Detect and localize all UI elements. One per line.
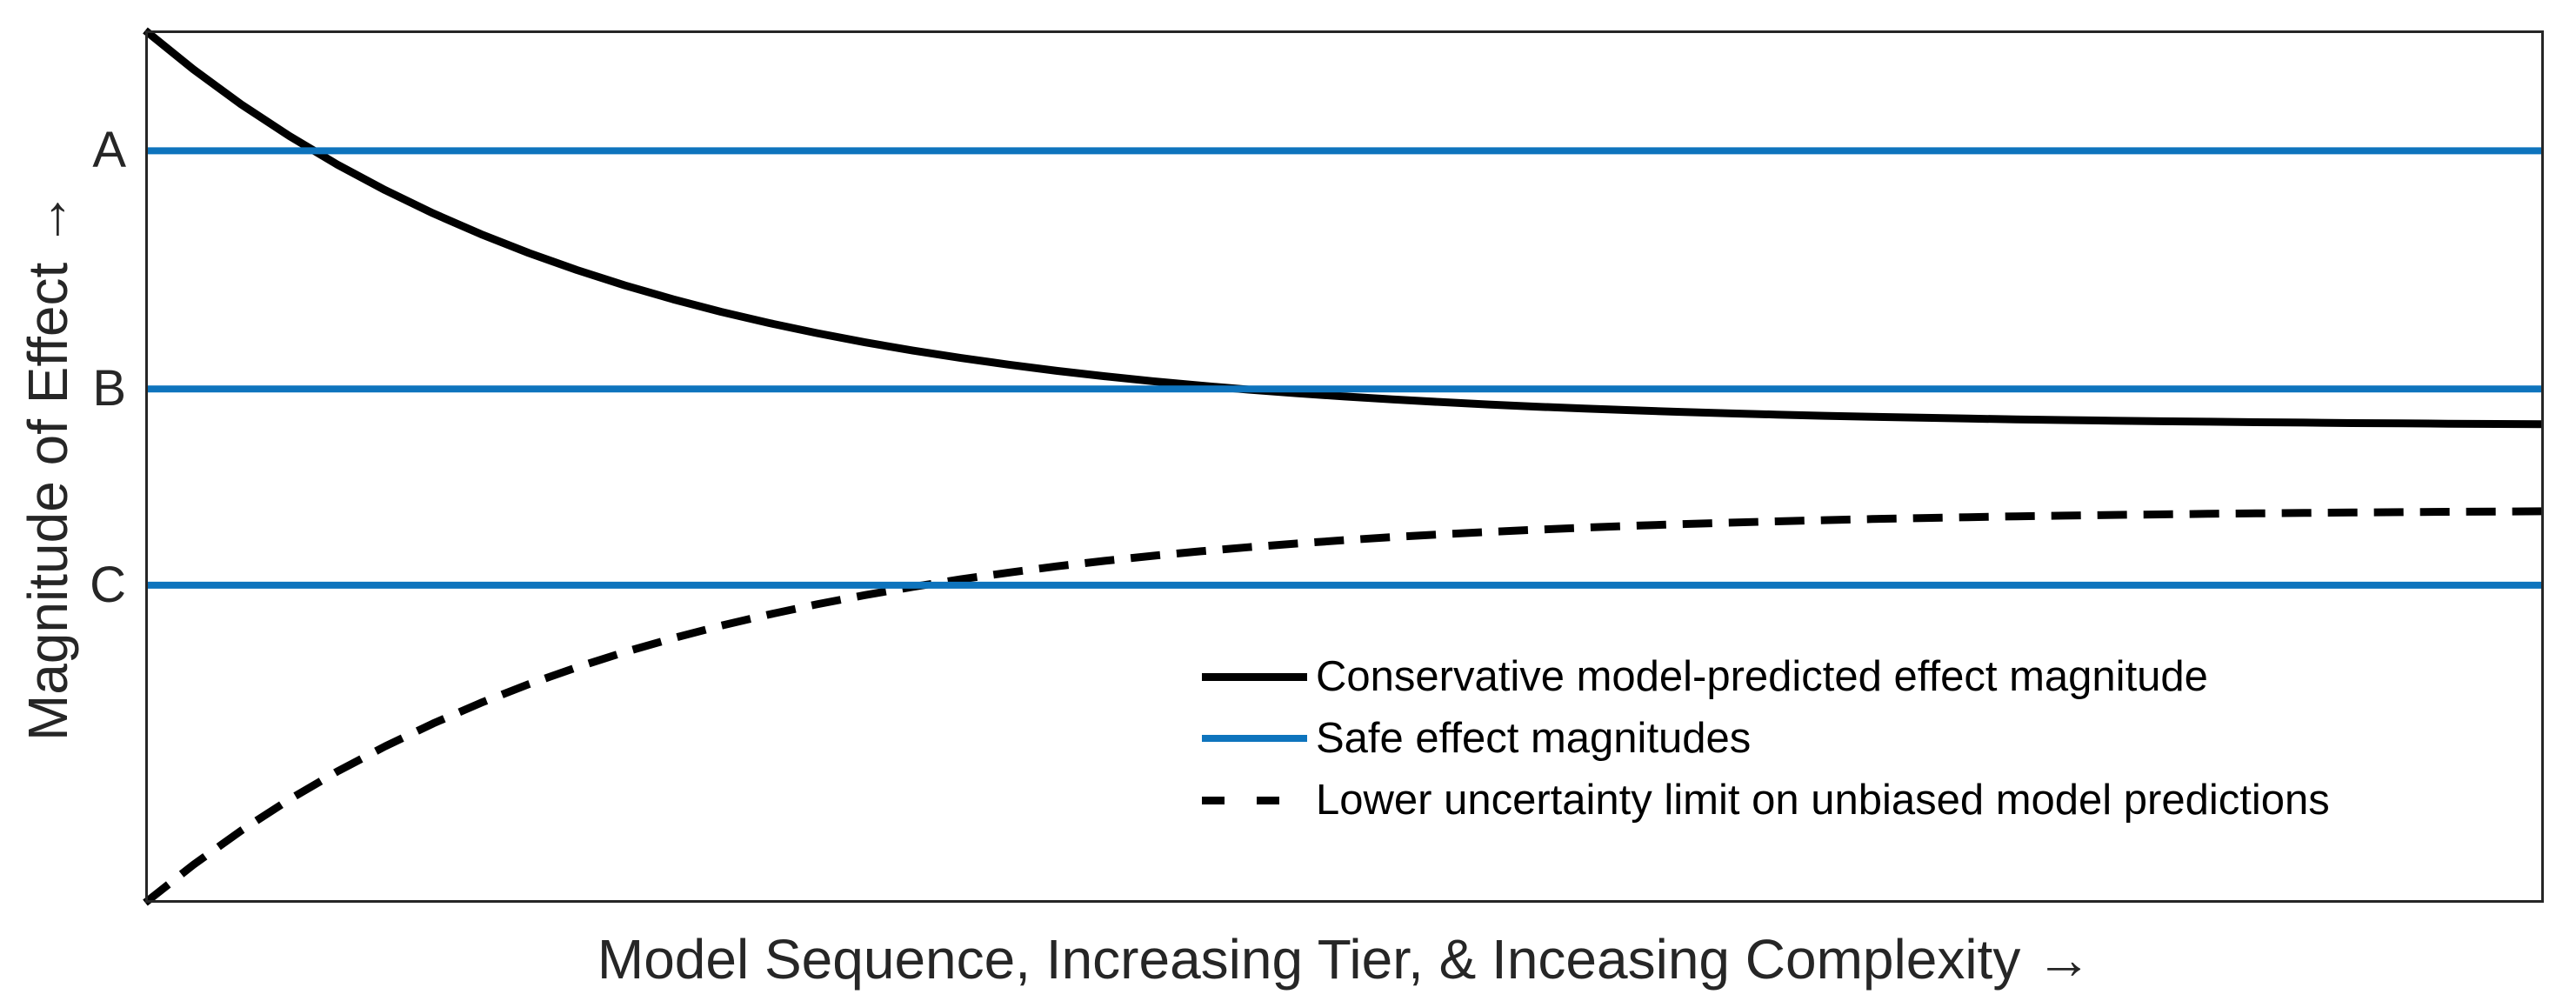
conservative-curve-line: [143, 27, 2545, 429]
x-axis-label: Model Sequence, Increasing Tier, & Incea…: [597, 928, 2092, 991]
y-tick-label-c: C: [90, 557, 126, 613]
y-tick-label-a: A: [92, 122, 126, 178]
axes-border: [145, 30, 2544, 903]
lower-uncertainty-curve-line: [143, 507, 2545, 906]
y-tick-label-b: B: [92, 360, 126, 417]
y-axis-label: Magnitude of Effect →: [17, 190, 79, 742]
